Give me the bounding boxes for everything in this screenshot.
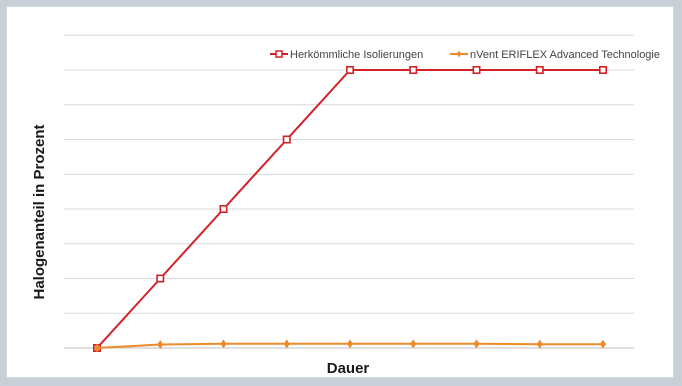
- data-point: [599, 339, 607, 349]
- x-axis-label: Dauer: [327, 360, 370, 377]
- legend-item-2: nVent ERIFLEX Advanced Technologie: [450, 49, 660, 61]
- legend-marker: [456, 50, 462, 58]
- gridlines: [64, 34, 634, 349]
- legend-label: nVent ERIFLEX Advanced Technologie: [470, 49, 660, 61]
- y-axis-label: Halogenanteil in Prozent: [31, 124, 48, 299]
- data-point: [220, 339, 227, 349]
- series-layer: [93, 66, 607, 353]
- data-point: [473, 339, 480, 349]
- series-1: [93, 66, 607, 352]
- legend-label: Herkömmliche Isolierungen: [290, 49, 423, 61]
- data-point: [535, 66, 544, 75]
- chart-frame: [6, 6, 674, 378]
- data-point: [156, 274, 165, 283]
- data-point: [219, 205, 228, 214]
- data-point: [472, 66, 481, 75]
- data-point: [410, 339, 417, 349]
- data-point: [283, 339, 290, 349]
- series-2: [93, 339, 607, 353]
- data-point: [282, 135, 291, 144]
- data-point: [346, 339, 354, 349]
- data-point: [598, 66, 607, 75]
- data-point: [536, 339, 543, 349]
- legend-marker: [275, 50, 283, 58]
- data-point: [345, 66, 354, 75]
- legend-item-1: Herkömmliche Isolierungen: [270, 49, 423, 61]
- data-point: [93, 343, 101, 353]
- data-point: [409, 66, 418, 75]
- legend: Herkömmliche Isolierungen nVent ERIFLEX A…: [270, 49, 660, 61]
- data-point: [157, 340, 164, 350]
